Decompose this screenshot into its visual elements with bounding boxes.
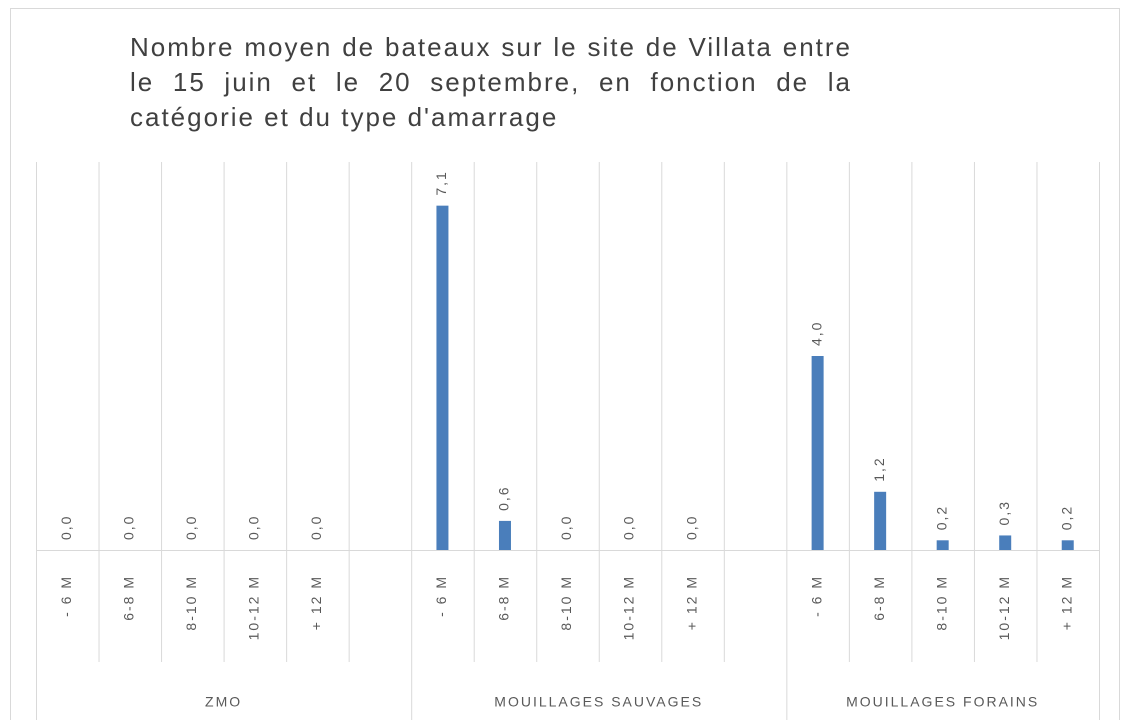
x-tick-label: 6-8 M [496, 575, 512, 621]
data-label: 4,0 [808, 321, 824, 346]
x-tick-label: 8-10 M [558, 575, 574, 631]
x-tick-label: 8-10 M [933, 575, 949, 631]
bar [498, 520, 511, 550]
data-label: 0,0 [58, 515, 74, 540]
x-tick-label: + 12 M [683, 575, 699, 630]
chart-border [10, 8, 1120, 720]
chart-title: Nombre moyen de bateaux sur le site de V… [130, 32, 852, 132]
group-label: MOUILLAGES FORAINS [846, 694, 1039, 710]
data-label: 0,2 [933, 505, 949, 530]
group-label: ZMO [205, 694, 242, 710]
data-label: 0,0 [246, 515, 262, 540]
x-tick-label: - 6 M [58, 575, 74, 617]
bar [811, 356, 824, 550]
data-label: 0,3 [996, 500, 1012, 525]
data-label: 7,1 [433, 170, 449, 195]
data-label: 0,6 [496, 485, 512, 510]
bar [1061, 540, 1074, 550]
x-tick-label: + 12 M [308, 575, 324, 630]
bar [936, 540, 949, 550]
bar [874, 491, 887, 550]
data-label: 0,0 [120, 515, 136, 540]
data-label: 0,0 [183, 515, 199, 540]
x-tick-label: 10-12 M [621, 575, 637, 640]
x-tick-label: 10-12 M [246, 575, 262, 640]
data-label: 1,2 [871, 456, 887, 481]
x-tick-label: - 6 M [808, 575, 824, 617]
x-tick-label: + 12 M [1058, 575, 1074, 630]
data-label: 0,0 [558, 515, 574, 540]
data-label: 0,2 [1058, 505, 1074, 530]
x-tick-label: 8-10 M [183, 575, 199, 631]
x-tick-label: 6-8 M [120, 575, 136, 621]
bar [999, 535, 1012, 550]
bar [436, 205, 449, 550]
x-tick-label: 6-8 M [871, 575, 887, 621]
data-label: 0,0 [683, 515, 699, 540]
x-tick-label: - 6 M [433, 575, 449, 617]
data-label: 0,0 [621, 515, 637, 540]
data-label: 0,0 [308, 515, 324, 540]
x-tick-label: 10-12 M [996, 575, 1012, 640]
group-label: MOUILLAGES SAUVAGES [494, 694, 703, 710]
